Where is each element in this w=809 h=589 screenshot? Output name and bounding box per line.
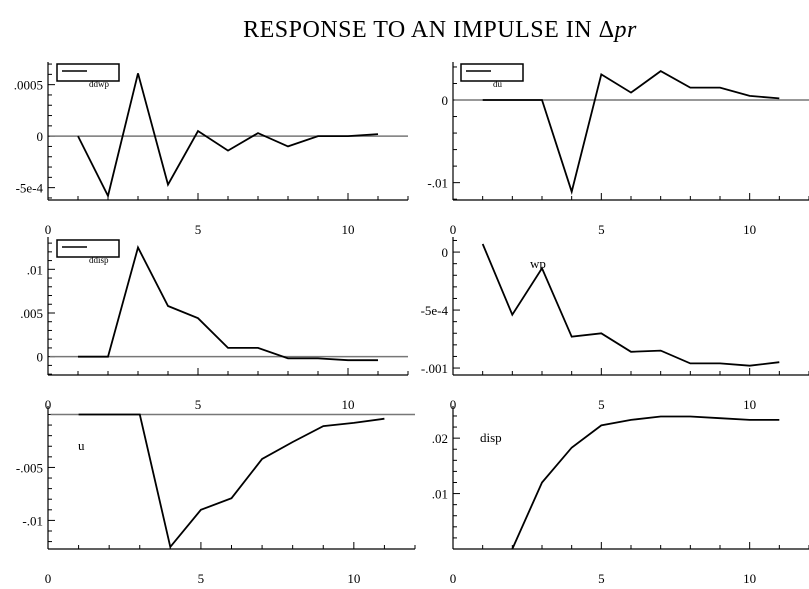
series-label-u: u (78, 438, 85, 453)
legend-box-ddisp (56, 239, 120, 258)
x-tick-label: 10 (743, 571, 756, 586)
figure-title-text: RESPONSE TO AN IMPULSE IN (243, 17, 599, 43)
x-tick-label: 0 (450, 222, 457, 237)
x-tick-label: 5 (598, 571, 605, 586)
y-tick-label: .01 (27, 262, 43, 277)
y-tick-label: -.01 (22, 513, 43, 528)
legend-label-ddwp: ddwp (89, 79, 109, 89)
y-tick-label: .005 (20, 306, 43, 321)
figure-title: RESPONSE TO AN IMPULSE IN Δpr (243, 17, 637, 43)
legend-box-ddwp (56, 63, 120, 82)
figure-title-variable: pr (613, 17, 638, 43)
y-tick-label: -5e-4 (421, 303, 449, 318)
y-tick-label: 0 (37, 129, 44, 144)
x-tick-label: 5 (598, 397, 605, 412)
panel-u: 0 5 10 -.005 -.01 u (16, 406, 416, 586)
figure-title-symbol: Δ (599, 17, 615, 43)
x-tick-label: 5 (195, 397, 202, 412)
x-tick-label: 10 (342, 222, 355, 237)
panel-ddisp: 0 5 10 .01 .005 0 ddisp (20, 237, 409, 412)
x-tick-label: 0 (45, 397, 52, 412)
y-tick-label: -.01 (427, 176, 448, 191)
y-tick-label: .02 (432, 431, 448, 446)
y-tick-label: 0 (442, 245, 449, 260)
series-line-ddwp (77, 73, 379, 199)
series-line-du (482, 70, 780, 195)
legend-label-du: du (493, 79, 503, 89)
x-tick-label: 0 (450, 571, 457, 586)
y-tick-label: .01 (432, 487, 448, 502)
x-tick-label: 10 (743, 222, 756, 237)
x-tick-label: 10 (743, 397, 756, 412)
y-tick-label: .0005 (14, 78, 43, 93)
x-tick-label: 0 (450, 397, 457, 412)
x-tick-label: 0 (45, 222, 52, 237)
y-tick-label: 0 (37, 350, 44, 365)
legend-box-du (460, 63, 524, 82)
series-label-wp: wp (530, 256, 546, 271)
series-line-u (78, 413, 385, 549)
y-tick-label: -.005 (16, 460, 43, 475)
x-tick-label: 5 (598, 222, 605, 237)
panel-wp: 0 5 10 0 -5e-4 -.001 wp (421, 237, 809, 412)
y-tick-label: -.001 (421, 361, 448, 376)
panel-disp: 0 5 10 .02 .01 disp (432, 406, 809, 586)
series-line-wp (481, 243, 780, 367)
panel-ddwp: 0 5 10 .0005 0 -5e-4 ddwp (14, 62, 409, 237)
x-tick-label: 0 (45, 571, 52, 586)
series-label-disp: disp (480, 430, 502, 445)
series-line-ddisp (78, 245, 378, 362)
x-tick-label: 10 (342, 397, 355, 412)
x-tick-label: 10 (347, 571, 360, 586)
y-tick-label: 0 (442, 93, 449, 108)
y-tick-label: -5e-4 (16, 181, 44, 196)
legend-label-ddisp: ddisp (89, 255, 109, 265)
series-line-disp (511, 415, 780, 550)
x-tick-label: 5 (195, 222, 202, 237)
panel-du: 0 5 10 0 -.01 du (427, 62, 809, 237)
x-tick-label: 5 (198, 571, 205, 586)
